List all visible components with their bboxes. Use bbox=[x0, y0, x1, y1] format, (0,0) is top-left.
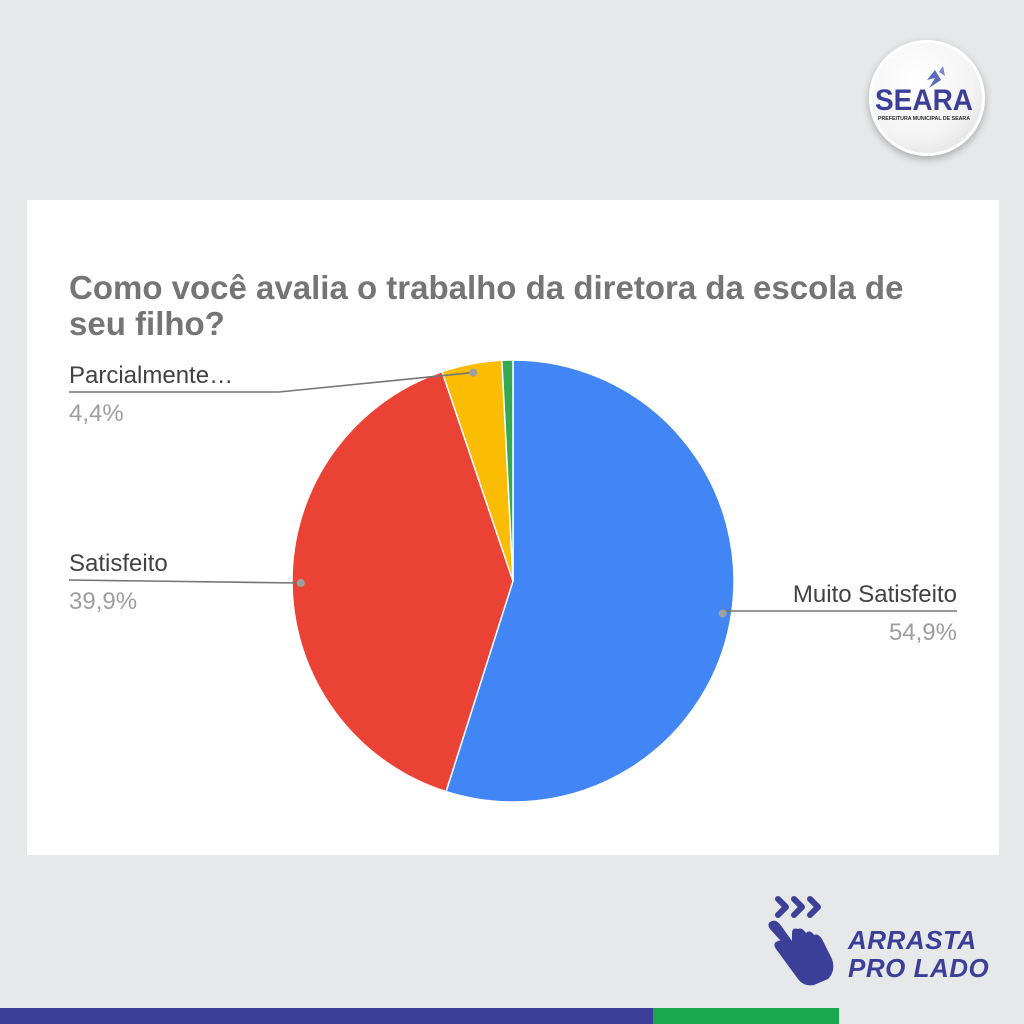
slice-label: Parcialmente… bbox=[69, 362, 233, 389]
leader-line bbox=[721, 610, 957, 614]
butterfly-icon: SEARA PREFEITURA MUNICIPAL DE SEARA bbox=[875, 66, 973, 122]
swipe-hint: ARRASTA PRO LADO bbox=[762, 893, 1002, 993]
logo-wordmark: SEARA bbox=[875, 84, 973, 117]
leader-line bbox=[69, 371, 474, 393]
pie-slice bbox=[501, 359, 514, 582]
seara-logo: SEARA PREFEITURA MUNICIPAL DE SEARA bbox=[869, 40, 985, 156]
slice-value-label: 39,9% bbox=[69, 588, 137, 615]
pie-chart: Muito Satisfeito 54,9% Satisfeito 39,9% Parc… bbox=[68, 359, 957, 803]
chart-card: Como você avalia o trabalho da diretora … bbox=[27, 200, 999, 855]
swipe-text-line1: ARRASTA bbox=[848, 925, 977, 955]
pie-slice bbox=[445, 359, 735, 803]
slice-value-label: 4,4% bbox=[69, 400, 124, 427]
swipe-hand-icon bbox=[768, 896, 834, 986]
leader-dot bbox=[296, 579, 305, 587]
leader-dot bbox=[718, 609, 727, 618]
chart-title: Como você avalia o trabalho da diretora … bbox=[69, 269, 904, 342]
slice-label: Satisfeito bbox=[69, 550, 168, 577]
leader-line bbox=[68, 579, 301, 584]
leader-dot bbox=[469, 368, 478, 377]
slice-label: Muito Satisfeito bbox=[793, 581, 957, 608]
logo-subtitle: PREFEITURA MUNICIPAL DE SEARA bbox=[878, 116, 970, 122]
footer-bar-green bbox=[653, 1008, 839, 1024]
slice-value-label: 54,9% bbox=[889, 619, 957, 646]
swipe-text-line2: PRO LADO bbox=[848, 953, 990, 983]
footer-bar-blue bbox=[0, 1008, 653, 1024]
